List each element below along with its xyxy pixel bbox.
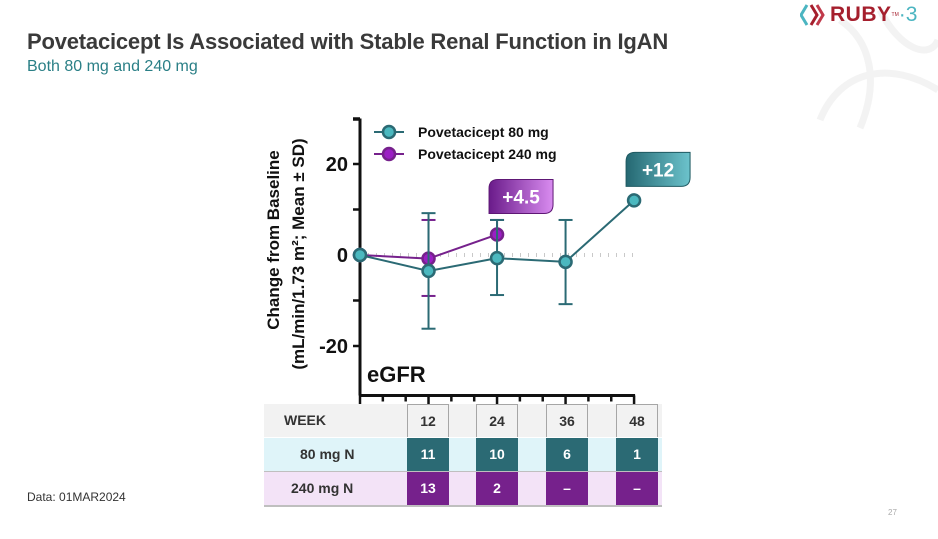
logo-number: 3 — [905, 3, 918, 26]
table-row-240mg: 240 mg N 13 2 – – — [264, 472, 662, 507]
n-cell: 13 — [407, 472, 449, 505]
y-axis-label-line1: Change from Baseline — [264, 150, 283, 330]
page-number: 27 — [888, 508, 897, 517]
ruby3-logo: RUBY TM · 3 — [800, 3, 917, 27]
data-cutoff-footnote: Data: 01MAR2024 — [27, 490, 126, 504]
n-cell: 1 — [616, 438, 658, 471]
table-header-row: WEEK 12 24 36 48 — [264, 404, 662, 437]
week-cell: 36 — [546, 404, 588, 437]
y-tick-label: -20 — [319, 336, 348, 358]
data-point — [421, 263, 436, 279]
n-cell: 11 — [407, 438, 449, 471]
series-80mg — [352, 193, 642, 330]
annotation-box — [625, 151, 691, 187]
annotation-box — [488, 179, 554, 215]
n-cell: 2 — [476, 472, 518, 505]
week-cell: 12 — [407, 404, 449, 437]
row-label: 240 mg N — [291, 480, 354, 496]
annotation-label: +12 — [642, 160, 674, 181]
n-cell: – — [616, 472, 658, 505]
panel-label-egfr: eGFR — [367, 362, 426, 387]
data-point — [352, 247, 368, 263]
y-tick-label: 0 — [337, 245, 348, 267]
week-cell: 24 — [476, 404, 518, 437]
data-point — [489, 250, 505, 266]
logo-wordmark: RUBY — [830, 3, 892, 26]
data-point — [626, 193, 642, 208]
logo-separator: · — [898, 3, 906, 26]
logo-trademark: TM — [891, 12, 899, 18]
legend-label: Povetacicept 240 mg — [418, 146, 557, 162]
decorative-background-pattern — [816, 8, 938, 130]
data-point — [558, 254, 573, 270]
n-cell: – — [546, 472, 588, 505]
legend-label: Povetacicept 80 mg — [418, 124, 549, 140]
y-axis-label-line2: (mL/min/1.73 m²; Mean ± SD) — [289, 138, 308, 369]
page-title: Povetacicept Is Associated with Stable R… — [27, 29, 669, 54]
n-cell: 6 — [546, 438, 588, 471]
page-subtitle: Both 80 mg and 240 mg — [27, 58, 198, 75]
legend-marker — [381, 124, 397, 140]
week-header-label: WEEK — [284, 412, 326, 428]
n-cell: 10 — [476, 438, 518, 471]
legend-marker — [381, 146, 397, 162]
annotation-label: +4.5 — [502, 188, 540, 209]
y-tick-label: 20 — [326, 154, 348, 176]
table-row-80mg: 80 mg N 11 10 6 1 — [264, 438, 662, 472]
week-cell: 48 — [616, 404, 658, 437]
row-label: 80 mg N — [300, 446, 355, 462]
ruby-chevron-logo-icon — [800, 4, 825, 26]
